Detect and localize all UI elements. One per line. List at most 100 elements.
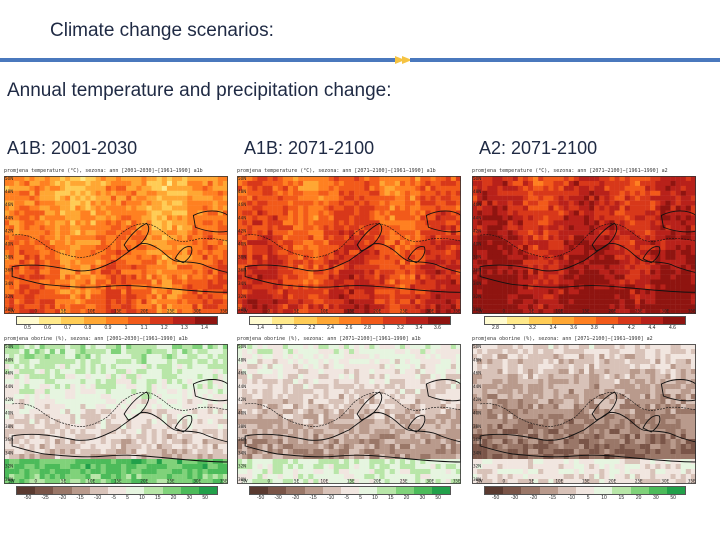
latitude-tick-label: 42N (473, 397, 481, 402)
latitude-tick-label: 30N (238, 307, 246, 312)
latitude-tick-label: 34N (5, 450, 13, 455)
colorbar-tick-label: 50 (435, 495, 441, 501)
colorbar-tick-label: 15 (618, 495, 625, 501)
colorbar-swatch (529, 317, 552, 324)
longitude-tick-label: 0 (35, 479, 38, 484)
colorbar-swatch (594, 487, 613, 494)
colorbar-tick-label: -30 (510, 495, 519, 501)
latitude-tick-label: 46N (473, 202, 481, 207)
latitude-tick-label: 46N (5, 371, 13, 376)
latitude-tick-label: 30N (238, 477, 246, 482)
longitude-tick-label: 20E (373, 309, 381, 314)
temperature-colorbar-labels: 2.8 3 3.2 3.4 3.6 3.8 4 4.2 4.4 4.6 (492, 325, 676, 331)
colorbar-swatch (662, 317, 685, 324)
colorbar-tick-label: -50 (24, 495, 32, 501)
coastline (660, 210, 696, 233)
latitude-tick-label: 34N (473, 450, 481, 455)
coastline (174, 415, 193, 433)
latitude-tick-label: 44N (473, 384, 481, 389)
longitude-tick-label: 25E (635, 479, 643, 484)
colorbar-swatch (618, 317, 641, 324)
longitude-tick-label: 25E (635, 309, 643, 314)
colorbar-swatch (198, 487, 218, 494)
coastline (356, 222, 383, 252)
latitude-tick-label: 48N (5, 189, 13, 194)
precipitation-map-header: promjena oborine (%), sezona: ann [2071–… (237, 336, 421, 342)
colorbar-swatch (53, 487, 72, 494)
latitude-tick-label: 50N (238, 176, 246, 181)
colorbar-tick-label: -25 (41, 495, 49, 501)
colorbar-swatch (17, 487, 36, 494)
colorbar-tick-label: 30 (186, 495, 193, 501)
longitude-tick-label: 20E (140, 309, 148, 314)
colorbar-tick-label: 3.6 (433, 325, 441, 331)
latitude-tick-label: 40N (238, 242, 246, 247)
colorbar-tick-label: 1.4 (257, 325, 264, 331)
temperature-map-header: promjena temperature (°C), sezona: ann [… (472, 168, 668, 174)
colorbar-tick-label: 0.9 (104, 325, 112, 331)
latitude-tick-label: 48N (473, 357, 481, 362)
latitude-tick-label: 50N (473, 176, 481, 181)
colorbar-swatch (61, 317, 84, 324)
colorbar-swatch (268, 487, 287, 494)
colorbar-tick-label: 4 (611, 325, 615, 331)
coastline (407, 246, 426, 264)
latitude-tick-label: 38N (238, 424, 246, 429)
longitude-tick-label: 30E (661, 309, 669, 314)
colorbar-swatch (521, 487, 540, 494)
colorbar-tick-label: 3.2 (396, 325, 404, 331)
coastline (11, 242, 228, 293)
colorbar-swatch (383, 317, 406, 324)
longitude-tick-label: 25E (167, 309, 175, 314)
precipitation-colorbar (249, 486, 451, 495)
coastline (11, 411, 228, 463)
colorbar-swatch (107, 487, 127, 494)
colorbar-swatch (666, 487, 686, 494)
colorbar-tick-label: -10 (326, 495, 335, 501)
colorbar-swatch (304, 487, 323, 494)
colorbar-swatch (71, 487, 90, 494)
longitude-tick-label: 30E (193, 479, 201, 484)
colorbar-tick-label: 30 (419, 495, 426, 501)
colorbar-tick-label: 3.2 (529, 325, 536, 331)
colorbar-tick-label: 20 (170, 495, 177, 501)
precipitation-map-header: promjena oborine (%), sezona: ann [2071–… (472, 336, 653, 342)
precipitation-colorbar (16, 486, 218, 495)
longitude-tick-label: 20E (140, 479, 148, 484)
colorbar-swatch (573, 317, 597, 324)
country-border (12, 392, 228, 427)
longitude-tick-label: 35E (688, 479, 696, 484)
colorbar-swatch (17, 317, 40, 324)
colorbar-tick-label: -15 (76, 495, 84, 501)
longitude-tick-label: 5E (294, 479, 300, 484)
latitude-tick-label: 44N (238, 215, 246, 220)
longitude-tick-label: 5E (529, 479, 535, 484)
colorbar-tick-label: 1.4 (200, 325, 208, 331)
longitude-tick-label: 0 (503, 479, 506, 484)
latitude-tick-label: 42N (238, 397, 246, 402)
colorbar-swatch (194, 317, 217, 324)
latitude-tick-label: 34N (473, 281, 481, 286)
precipitation-colorbar-labels: -50 -25 -20 -15 -10 -5 5 10 15 20 30 50 (24, 495, 208, 501)
latitude-tick-label: 36N (5, 268, 13, 273)
coastline (244, 411, 461, 463)
slide-title: Climate change scenarios: (50, 20, 274, 41)
colorbar-swatch (539, 487, 558, 494)
colorbar-tick-label: 0.8 (84, 325, 92, 331)
latitude-tick-label: 34N (238, 281, 246, 286)
colorbar-swatch (427, 317, 450, 324)
colorbar-tick-label: 0.7 (64, 325, 72, 331)
latitude-tick-label: 32N (473, 464, 481, 469)
colorbar-swatch (431, 487, 451, 494)
colorbar-swatch (507, 317, 530, 324)
colorbar-tick-label: 1.8 (275, 325, 283, 331)
coastline (591, 222, 618, 252)
colorbar-tick-label: 2.4 (326, 325, 334, 331)
temperature-map-panel: promjena temperature (°C), sezona: ann [… (472, 166, 696, 338)
latitude-tick-label: 50N (238, 344, 246, 349)
longitude-tick-label: 10E (555, 479, 563, 484)
precipitation-colorbar-labels: -50 -30 -20 -15 -10 5 10 15 20 30 50 (492, 495, 676, 501)
longitude-tick-label: 35E (453, 479, 461, 484)
